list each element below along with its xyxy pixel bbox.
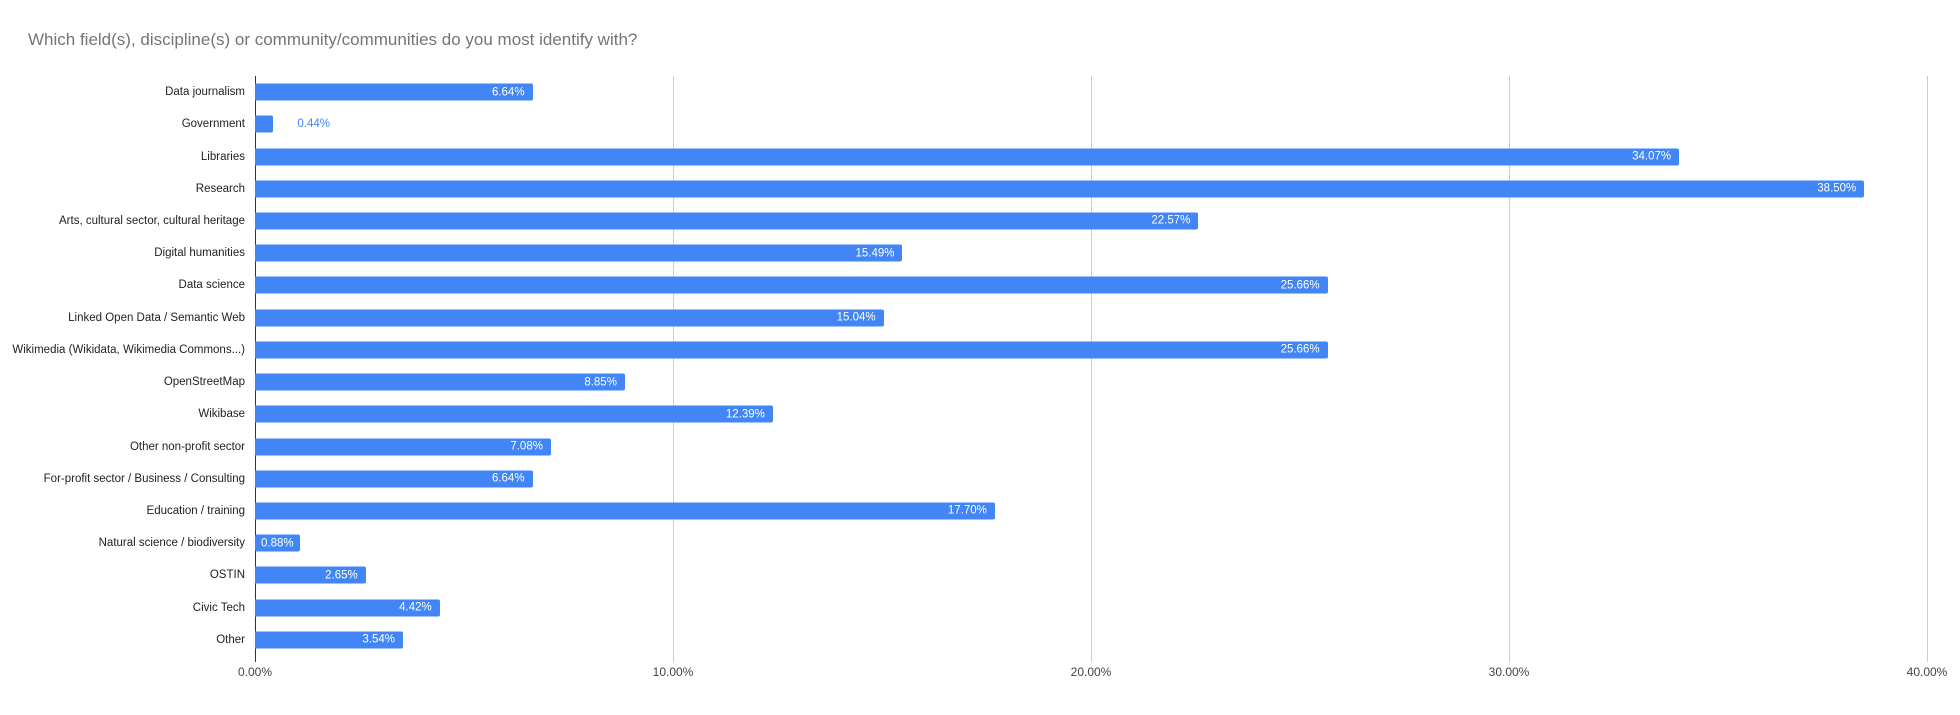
category-label: Wikimedia (Wikidata, Wikimedia Commons..… [12,343,245,356]
bar[interactable]: 22.57% [255,212,1199,230]
axis-tick [1090,656,1092,662]
bar[interactable]: 12.39% [255,405,773,423]
bar-row: 7.08% [255,430,1927,462]
bar-row: 25.66% [255,334,1927,366]
bar[interactable]: 15.04% [255,309,884,327]
bar[interactable]: 25.66% [255,276,1328,294]
category-label: Wikibase [198,408,245,421]
bar-row: 4.42% [255,592,1927,624]
value-label: 3.54% [362,633,395,646]
axis-tick [1508,656,1510,662]
bar-row: 25.66% [255,269,1927,301]
category-label: Government [181,118,245,131]
bar[interactable]: 17.70% [255,502,995,520]
value-label: 25.66% [1280,279,1320,292]
bar-row: 8.85% [255,366,1927,398]
value-label: 2.65% [325,569,358,582]
category-label: Other non-profit sector [129,440,245,453]
x-axis: 0.00% 10.00% 20.00% 30.00% 40.00% [238,656,1947,696]
category-label: Research [195,182,245,195]
value-label: 22.57% [1151,214,1191,227]
category-label: Arts, cultural sector, cultural heritage [59,214,245,227]
category-label: Civic Tech [192,601,245,614]
gridline [1090,76,1092,656]
bar-row: 17.70% [255,495,1927,527]
bar[interactable]: 6.64% [255,470,533,488]
category-label: Linked Open Data / Semantic Web [68,311,245,324]
value-label: 6.64% [491,86,525,99]
x-tick-label: 40.00% [1906,665,1948,679]
category-label: OpenStreetMap [163,376,245,389]
bar[interactable]: 0.88% [255,534,300,552]
category-label: Data journalism [165,86,245,99]
bar[interactable]: 3.54% [255,631,403,649]
value-label: 4.42% [399,601,432,614]
bar-row: 2.65% [255,559,1927,591]
x-tick-label: 20.00% [1070,665,1112,679]
bar-row: 6.64% [255,76,1927,108]
bar[interactable]: 4.42% [255,599,440,617]
bar-row: 34.07% [255,140,1927,172]
x-tick-label: 30.00% [1488,665,1530,679]
bar[interactable]: 38.50% [255,180,1865,198]
chart-title: Which field(s), discipline(s) or communi… [28,30,638,49]
value-label: 6.64% [491,472,525,485]
axis-tick [672,656,674,662]
axis-tick [1926,656,1928,662]
bar-row: 6.64% [255,463,1927,495]
x-tick-label: 0.00% [237,665,273,679]
gridline [1926,76,1928,656]
bar-row: 0.44% [255,108,1927,140]
value-label: 12.39% [725,408,765,421]
category-label: Education / training [146,504,245,517]
chart-plot-area: 6.64% 0.44% 34.07% 38.50% 22.57% 15.49% 25.66%… [255,76,1928,662]
category-label: Other [216,633,245,646]
bar[interactable]: 7.08% [255,438,551,456]
category-label: OSTIN [209,569,245,582]
axis-tick [254,656,256,662]
value-label: 25.66% [1280,343,1320,356]
category-axis-labels: Data journalism Government Libraries Resear… [0,76,245,656]
value-label: 17.70% [947,504,987,517]
category-label: Data science [178,279,245,292]
bar-row: 15.04% [255,302,1927,334]
value-label: 34.07% [1632,150,1672,163]
bar[interactable]: 2.65% [255,566,366,584]
value-label: 15.04% [836,311,876,324]
bar-row: 22.57% [255,205,1927,237]
value-label: 38.50% [1817,182,1857,195]
gridlines [255,76,1928,656]
axis-baseline [255,76,256,662]
bar[interactable]: 15.49% [255,244,903,262]
bar-row: 38.50% [255,173,1927,205]
bar[interactable]: 25.66% [255,341,1328,359]
bar-row: 3.54% [255,624,1927,656]
category-label: Natural science / biodiversity [98,537,245,550]
value-label: 15.49% [855,247,895,260]
bar[interactable]: 34.07% [255,148,1680,166]
bar[interactable] [255,115,274,133]
category-label: For-profit sector / Business / Consultin… [43,472,245,485]
gridline [1508,76,1510,656]
category-label: Libraries [200,150,245,163]
category-label: Digital humanities [154,247,245,260]
bar-rows: 6.64% 0.44% 34.07% 38.50% 22.57% 15.49% 25.66%… [255,76,1927,656]
bar-row: 15.49% [255,237,1927,269]
bar[interactable]: 6.64% [255,83,533,101]
value-label: 7.08% [510,440,543,453]
value-label: 0.88% [261,537,294,550]
x-tick-label: 10.00% [652,665,694,679]
value-label: 8.85% [584,376,617,389]
bar[interactable]: 8.85% [255,373,625,391]
value-label: 0.44% [297,118,330,131]
bar-row: 0.88% [255,527,1927,559]
gridline [672,76,674,656]
bar-row: 12.39% [255,398,1927,430]
